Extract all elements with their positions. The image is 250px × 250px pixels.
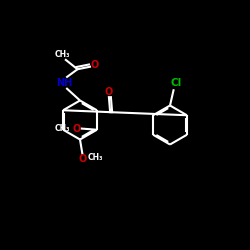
Text: CH₃: CH₃ (54, 124, 70, 133)
Text: O: O (91, 60, 99, 70)
Text: Cl: Cl (170, 78, 182, 88)
Text: NH: NH (56, 78, 72, 88)
Text: O: O (72, 124, 80, 134)
Text: O: O (105, 87, 113, 97)
Text: CH₃: CH₃ (87, 152, 103, 162)
Text: O: O (78, 154, 87, 164)
Text: CH₃: CH₃ (55, 50, 70, 59)
